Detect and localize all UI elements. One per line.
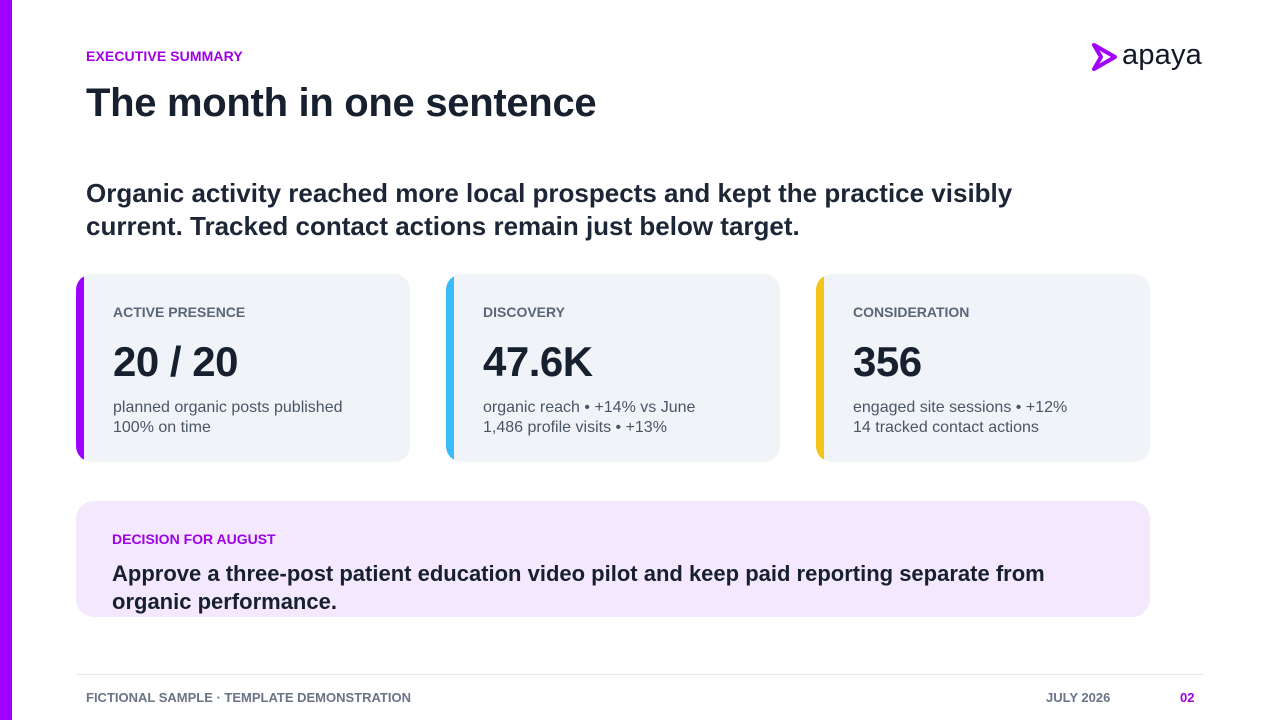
card-label: CONSIDERATION: [853, 304, 970, 320]
decision-label: DECISION FOR AUGUST: [112, 531, 276, 547]
decision-callout: DECISION FOR AUGUST Approve a three-post…: [76, 501, 1150, 617]
card-detail-line: 100% on time: [113, 419, 211, 436]
card-detail-line: organic reach • +14% vs June: [483, 399, 696, 416]
summary-sentence: Organic activity reached more local pros…: [86, 178, 1013, 241]
card-accent-bar: [446, 274, 454, 462]
logo-arrow-icon: [1092, 43, 1117, 71]
metric-card-discovery: DISCOVERY 47.6K organic reach • +14% vs …: [446, 274, 780, 462]
decision-text: Approve a three-post patient education v…: [112, 561, 1045, 614]
section-eyebrow: EXECUTIVE SUMMARY: [86, 48, 243, 64]
card-detail-line: 1,486 profile visits • +13%: [483, 419, 667, 436]
page-number: 02: [1180, 690, 1195, 705]
footer-disclaimer: FICTIONAL SAMPLE · TEMPLATE DEMONSTRATIO…: [86, 690, 411, 705]
footer-date: JULY 2026: [1046, 690, 1111, 705]
page-title: The month in one sentence: [86, 81, 597, 125]
card-accent-bar: [76, 274, 84, 462]
card-detail-line: engaged site sessions • +12%: [853, 399, 1068, 416]
card-value: 47.6K: [483, 338, 593, 385]
card-accent-bar: [816, 274, 824, 462]
footer-divider: [76, 674, 1204, 675]
brand-side-bar: [0, 0, 12, 720]
card-value: 20 / 20: [113, 338, 238, 385]
metric-card-consideration: CONSIDERATION 356 engaged site sessions …: [816, 274, 1150, 462]
metric-card-active-presence: ACTIVE PRESENCE 20 / 20 planned organic …: [76, 274, 410, 462]
brand-logo: apaya: [1090, 40, 1202, 74]
card-detail-line: planned organic posts published: [113, 399, 343, 416]
card-label: DISCOVERY: [483, 304, 565, 320]
logo-wordmark: apaya: [1122, 39, 1203, 71]
card-label: ACTIVE PRESENCE: [113, 304, 246, 320]
card-detail-line: 14 tracked contact actions: [853, 419, 1039, 436]
card-value: 356: [853, 338, 922, 385]
